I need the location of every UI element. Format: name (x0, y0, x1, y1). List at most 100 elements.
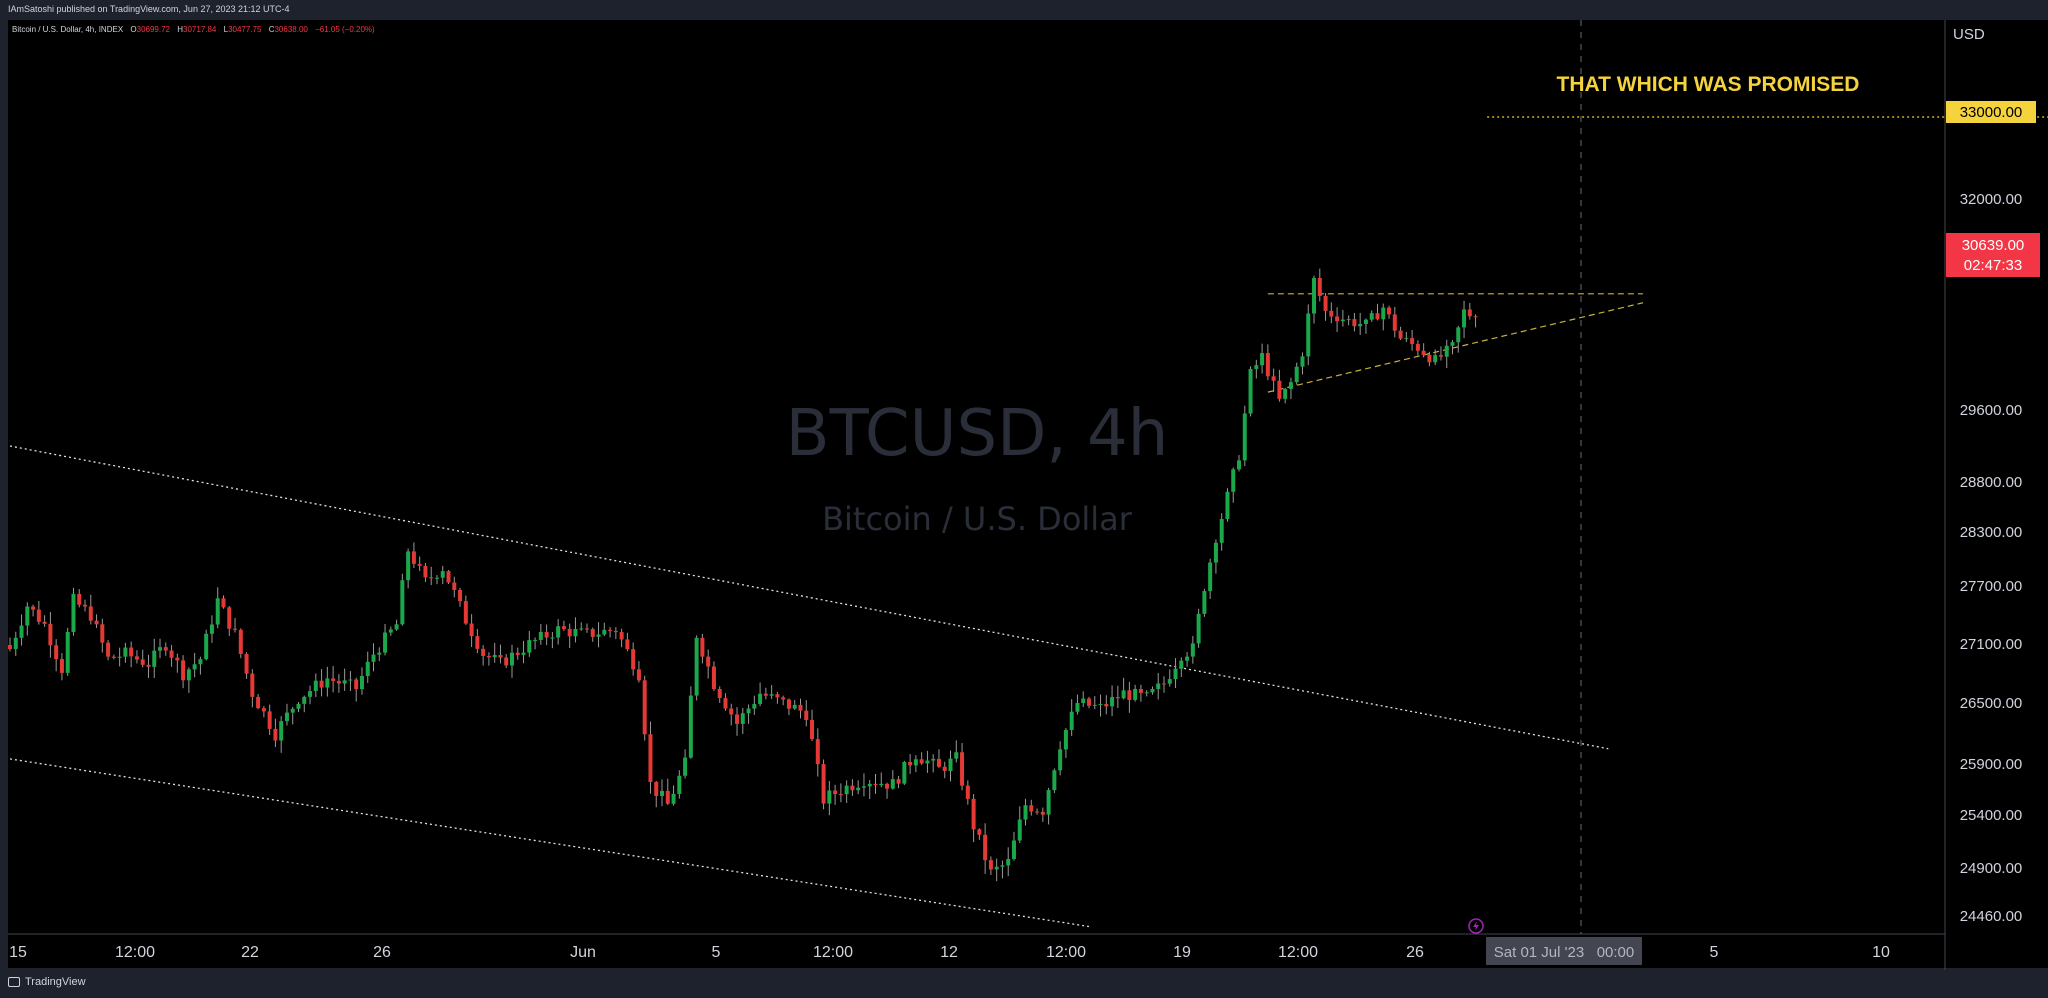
legend-h-label: H (177, 25, 183, 34)
candle-body (400, 580, 405, 625)
candle-body (1427, 354, 1432, 363)
candle-body (1438, 355, 1443, 357)
candle-body (1231, 469, 1236, 492)
candle-body (83, 604, 88, 607)
candle-body (1035, 811, 1040, 813)
candle-body (267, 711, 272, 729)
chart-area[interactable]: BTCUSD, 4h Bitcoin / U.S. Dollar Bitcoin… (8, 20, 2048, 970)
trendline[interactable] (9, 758, 1090, 928)
candle-body (567, 628, 572, 637)
candle-body (815, 739, 820, 765)
tradingview-logo[interactable]: TradingView (8, 976, 86, 988)
candle-body (175, 657, 180, 661)
candle-body (1312, 278, 1317, 314)
candle-body (1237, 460, 1242, 470)
time-tick-label: 19 (1173, 944, 1191, 961)
price-tick-label: 32000.00 (1960, 191, 2023, 208)
candle-body (613, 630, 618, 633)
candle-body (746, 708, 751, 714)
candle-body (573, 628, 578, 637)
time-tick-label: 15 (9, 944, 27, 961)
candle-body (169, 650, 174, 658)
candle-body (861, 786, 866, 788)
candle-body (77, 593, 82, 605)
candle-body (377, 652, 382, 655)
candle-body (1346, 319, 1351, 321)
price-tick-label: 26500.00 (1960, 695, 2023, 712)
candle-body (1271, 376, 1276, 381)
candle-body (1040, 811, 1045, 815)
candle-body (1208, 562, 1213, 592)
candle-body (660, 790, 665, 796)
candle-body (140, 659, 145, 665)
candle-body (1063, 729, 1068, 750)
candle-body (792, 704, 797, 709)
candle-body (838, 794, 843, 796)
candle-body (163, 647, 168, 651)
candle-body (65, 632, 70, 673)
candle-body (896, 779, 901, 784)
candle-body (561, 626, 566, 629)
price-tick-label: 29600.00 (1960, 402, 2023, 419)
chart-svg[interactable]: BTCUSD, 4h Bitcoin / U.S. Dollar Bitcoin… (8, 20, 2048, 970)
candle-body (1462, 309, 1467, 328)
price-tick-label: 28800.00 (1960, 474, 2023, 491)
candle-body (925, 760, 930, 764)
candle-body (1179, 660, 1184, 669)
candle-body (59, 659, 64, 673)
candle-body (763, 693, 768, 696)
candle-body (1323, 295, 1328, 311)
candle-body (740, 713, 745, 724)
time-tick-label: 12:00 (1278, 944, 1318, 961)
candle-body (354, 679, 359, 690)
candle-body (1294, 366, 1299, 383)
price-tick-label: 25900.00 (1960, 756, 2023, 773)
candle-body (1190, 643, 1195, 657)
alert-icon[interactable] (1468, 918, 1484, 934)
legend-c-label: C (269, 25, 275, 34)
candle-body (411, 551, 416, 564)
price-axis[interactable]: 32000.0031200.0029600.0028800.0028300.00… (1960, 191, 2023, 925)
candle-body (711, 666, 716, 689)
candle-body (452, 582, 457, 590)
candle-body (902, 761, 907, 784)
candle-body (134, 656, 139, 660)
candle-body (181, 660, 186, 681)
candle-body (1011, 840, 1016, 859)
candle-body (1433, 355, 1438, 363)
candle-body (117, 656, 122, 658)
price-axis-bg[interactable] (1945, 20, 2048, 970)
candle-body (158, 647, 163, 651)
candle-body (440, 571, 445, 578)
candle-body (654, 781, 659, 796)
candle-body (319, 680, 324, 688)
candle-body (521, 652, 526, 655)
candle-body (36, 609, 41, 622)
candles[interactable] (8, 268, 1478, 882)
candle-body (579, 628, 584, 630)
candle-body (648, 734, 653, 782)
candle-body (106, 642, 111, 657)
candle-body (596, 634, 601, 637)
candle-body (429, 577, 434, 579)
candle-body (856, 787, 861, 791)
time-tick-label: 22 (241, 944, 259, 961)
trendline[interactable] (9, 445, 1609, 750)
candle-body (1092, 704, 1097, 706)
time-axis[interactable]: 15 12:00 22 26 Jun 5 12:00 12 12:00 19 12:00 26 5 10 (9, 944, 1890, 961)
price-tick-label: 24460.00 (1960, 908, 2023, 925)
candle-body (677, 775, 682, 794)
time-tick-label: 12:00 (1046, 944, 1086, 961)
trendline[interactable] (1267, 302, 1644, 393)
candle-body (625, 639, 630, 650)
candle-body (486, 655, 491, 658)
candle-body (42, 621, 47, 624)
candle-body (284, 712, 289, 722)
candle-body (735, 714, 740, 724)
candle-body (804, 710, 809, 721)
candle-body (1058, 749, 1063, 771)
candle-body (590, 629, 595, 637)
candle-body (111, 656, 116, 658)
candle-body (827, 790, 832, 804)
annotation-text[interactable]: THAT WHICH WAS PROMISED (1557, 73, 1860, 96)
